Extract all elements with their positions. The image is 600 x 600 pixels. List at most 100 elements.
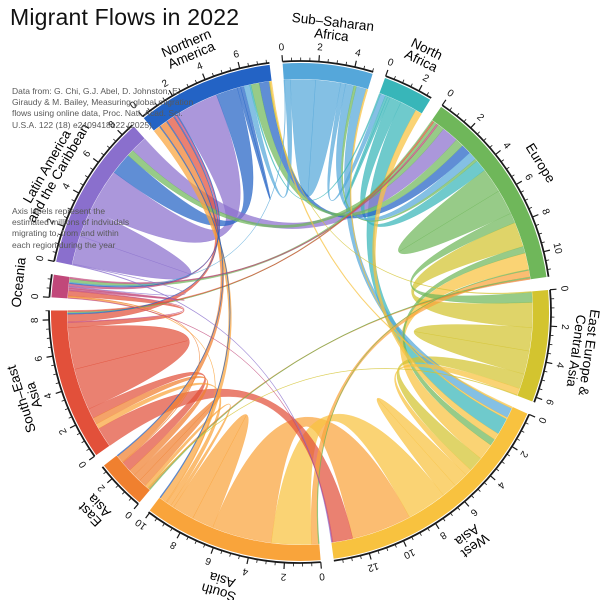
axis-tick [477,488,481,492]
axis-tick [128,497,132,501]
flow-SSA-to-OCE [69,79,286,287]
axis-tick [238,555,240,560]
axis-tick [547,268,551,270]
axis-tick-label: 2 [57,426,70,436]
flow-EUR-to-EUR [398,169,511,255]
axis-tick [53,373,57,376]
axis-line-SAS [147,511,321,564]
region-arc-NAF [379,77,431,114]
axis-tick-label: 0 [558,285,569,292]
axis-tick [516,438,520,441]
region-arcs [50,63,549,561]
axis-tick-label: 0 [123,508,135,520]
axis-line-SEA [48,310,96,457]
axis-tick-label: 4 [241,565,249,577]
axis-tick [211,72,214,77]
axis-line-OCE [48,274,53,298]
axis-tick-label: 2 [474,112,486,124]
axis-tick-label: 4 [553,361,565,369]
flow-LAC-to-OCE [68,263,186,296]
axis-tick [101,152,105,156]
axis-tick-label: 0 [278,42,285,53]
axis-tick-label: 2 [280,571,287,582]
axis-tick-label: 10 [133,516,149,532]
axis-tick [154,102,158,106]
axis-tick [411,536,414,541]
axis-tick [147,107,151,112]
axis-line-SSA [282,60,374,73]
axis-tick-label: 0 [535,415,547,425]
axis-tick [377,550,380,555]
axis-tick [471,495,475,499]
axis-tick [61,399,66,402]
axis-tick [90,167,94,171]
axis-tick [483,482,488,486]
axis-tick [113,138,117,142]
axis-tick-label: 0 [445,88,456,100]
axis-tick [520,190,524,193]
axis-tick-label: 6 [232,49,240,61]
axis-tick [351,557,353,562]
flow-EUR-to-SSA [341,85,478,222]
axis-tick-label: 4 [354,48,362,60]
flow-SAS-to-SEA [95,382,222,506]
flow-EECA-to-EECA [413,324,533,375]
axis-tick [363,65,366,70]
axis-tick [506,453,511,457]
region-arc-EECA [517,289,549,402]
axis-tick [220,69,223,74]
axis-tick [194,79,198,84]
axis-note: Axis labels represent the estimated mill… [12,206,130,250]
axis-tick-label: 2 [160,77,171,90]
flow-SEA-to-SEA [67,325,190,410]
axis-line-EUR [441,104,550,277]
axis-tick [194,540,197,545]
axis-tick [115,484,119,488]
axis-tick [545,361,553,365]
axes: 0 2 40202468100246024681012024681002024680… [30,42,570,582]
axis-tick-label: 0 [386,57,395,69]
axis-tick [72,189,80,194]
axis-tick-label: 6 [468,506,480,518]
flow-NAM-to-SAS [159,125,231,499]
axis-tick [457,507,461,511]
axis-tick [541,379,546,382]
axis-tick [203,544,206,548]
axis-tick [500,159,505,163]
axis-tick [538,232,543,235]
flow-OCE-to-SEA [67,289,185,323]
axis-tick [80,183,84,186]
axis-tick [86,448,90,451]
axis-tick-label: 8 [30,317,41,323]
axis-tick [511,174,515,178]
axis-tick-label: 8 [168,538,179,551]
axis-tick [178,88,181,92]
flow-EAS-to-OCE [67,295,200,464]
axis-tick [450,512,453,516]
axis-tick [88,455,95,461]
axis-tick [418,84,423,92]
region-label-OCE: Oceania [9,256,29,308]
axis-tick [64,408,69,411]
axis-tick [538,388,543,391]
axis-tick [336,60,338,64]
axis-line-WAS [333,414,530,562]
axis-tick [229,553,232,557]
axis-tick [57,233,62,236]
axis-tick [84,175,89,178]
page-title: Migrant Flows in 2022 [10,4,240,30]
axis-tick [410,83,413,87]
axis-tick [442,518,446,522]
axis-tick [385,69,389,77]
axis-tick [92,158,99,163]
axis-tick [51,364,55,367]
axis-tick [186,536,189,541]
axis-tick [427,527,430,532]
axis-tick [449,107,453,111]
axis-tick-label: 4 [61,181,74,191]
axis-tick [345,61,348,66]
axis-tick [501,461,505,464]
axis-tick-label: 6 [543,398,555,407]
